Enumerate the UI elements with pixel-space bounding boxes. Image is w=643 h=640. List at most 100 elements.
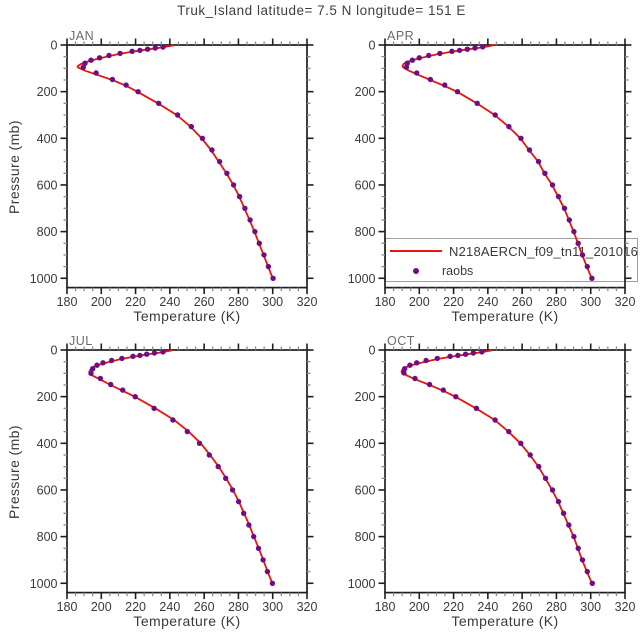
y-axis-ticks [60,44,314,280]
svg-text:1000: 1000 [348,577,376,591]
svg-text:0: 0 [369,39,376,53]
y-tick-labels: 0 200 400 600 800 1000 [348,39,376,286]
y-tick-labels: 0 200 400 600 800 1000 [30,39,58,286]
svg-text:240: 240 [477,295,498,309]
raobs-dots-jul [88,349,276,586]
svg-text:180: 180 [375,600,396,614]
y-tick-labels: 0 200 400 600 800 1000 [30,344,58,591]
svg-text:0: 0 [369,344,376,358]
svg-text:280: 280 [546,295,567,309]
svg-text:600: 600 [355,178,376,192]
svg-text:180: 180 [375,295,396,309]
panel-jan: 180 200 220 240 260 280 300 320 0 200 400 600 800 100… [30,38,318,309]
svg-text:400: 400 [37,437,58,451]
y-axis-ticks [60,349,314,585]
svg-text:280: 280 [546,600,567,614]
x-tick-labels: 180 200 220 240 260 280 300 320 [375,295,636,309]
raobs-dots-oct [401,349,595,586]
legend-raobs-label: raobs [442,264,474,278]
y-axis-ticks [378,349,632,585]
raobs-dots-jan [80,44,276,281]
legend-model-line-sample [390,249,442,253]
svg-text:400: 400 [37,132,58,146]
svg-text:180: 180 [57,600,78,614]
x-axis-ticks [66,38,308,295]
x-axis-title-oct: Temperature (K) [451,613,559,629]
svg-text:600: 600 [37,178,58,192]
x-tick-labels: 180 200 220 240 260 280 300 320 [57,600,318,614]
x-tick-labels: 180 200 220 240 260 280 300 320 [57,295,318,309]
svg-text:320: 320 [297,600,318,614]
svg-text:260: 260 [512,295,533,309]
svg-text:220: 220 [125,600,146,614]
svg-text:600: 600 [37,483,58,497]
svg-text:200: 200 [37,85,58,99]
svg-text:180: 180 [57,295,78,309]
svg-text:240: 240 [159,600,180,614]
y-axis-title-row2: Pressure (mb) [6,425,22,519]
svg-text:260: 260 [194,295,215,309]
legend-entry-model: N218AERCN_f09_tn11_201016 [386,243,638,259]
svg-text:200: 200 [355,390,376,404]
svg-text:200: 200 [409,295,430,309]
x-axis-ticks [66,343,308,600]
legend: N218AERCN_f09_tn11_201016 raobs [385,238,638,282]
plot-frame [66,349,308,594]
svg-text:600: 600 [355,483,376,497]
svg-text:800: 800 [37,530,58,544]
legend-model-label: N218AERCN_f09_tn11_201016 [449,243,639,259]
svg-text:320: 320 [297,295,318,309]
svg-text:400: 400 [355,437,376,451]
svg-text:800: 800 [355,225,376,239]
svg-text:200: 200 [91,600,112,614]
plot-frame [384,349,626,594]
model-line-oct [400,349,593,585]
svg-text:200: 200 [355,85,376,99]
svg-text:1000: 1000 [30,272,58,286]
svg-text:300: 300 [262,600,283,614]
x-axis-title-jul: Temperature (K) [133,613,241,629]
panel-oct: 180 200 220 240 260 280 300 320 0 200 400 600 800 100… [348,343,636,614]
svg-text:300: 300 [580,600,601,614]
panel-jul: 180 200 220 240 260 280 300 320 0 200 400 600 800 100… [30,343,318,614]
svg-text:1000: 1000 [348,272,376,286]
svg-text:280: 280 [228,600,249,614]
x-axis-title-apr: Temperature (K) [451,308,559,324]
panel-title-apr: APR [387,29,415,43]
svg-text:260: 260 [512,600,533,614]
svg-text:400: 400 [355,132,376,146]
x-axis-ticks [384,343,626,600]
panel-title-jul: JUL [69,334,93,348]
svg-text:200: 200 [91,295,112,309]
plot-frame [66,44,308,289]
svg-text:260: 260 [194,600,215,614]
svg-text:220: 220 [443,295,464,309]
svg-text:280: 280 [228,295,249,309]
svg-text:220: 220 [125,295,146,309]
legend-entry-raobs: raobs [386,263,473,279]
x-axis-title-jan: Temperature (K) [133,308,241,324]
svg-text:240: 240 [477,600,498,614]
svg-text:300: 300 [580,295,601,309]
svg-text:800: 800 [355,530,376,544]
svg-text:200: 200 [409,600,430,614]
model-line-jan [76,44,274,280]
svg-text:320: 320 [615,600,636,614]
svg-text:300: 300 [262,295,283,309]
x-tick-labels: 180 200 220 240 260 280 300 320 [375,600,636,614]
svg-text:0: 0 [51,344,58,358]
y-axis-title-row1: Pressure (mb) [6,120,22,214]
svg-text:0: 0 [51,39,58,53]
figure-title: Truk_Island latitude= 7.5 N longitude= 1… [177,3,466,18]
panel-title-oct: OCT [387,334,415,348]
svg-text:220: 220 [443,600,464,614]
svg-text:1000: 1000 [30,577,58,591]
svg-text:240: 240 [159,295,180,309]
panel-title-jan: JAN [69,29,95,43]
y-tick-labels: 0 200 400 600 800 1000 [348,344,376,591]
svg-text:800: 800 [37,225,58,239]
model-line-jul [88,349,274,585]
svg-text:200: 200 [37,390,58,404]
svg-text:320: 320 [615,295,636,309]
